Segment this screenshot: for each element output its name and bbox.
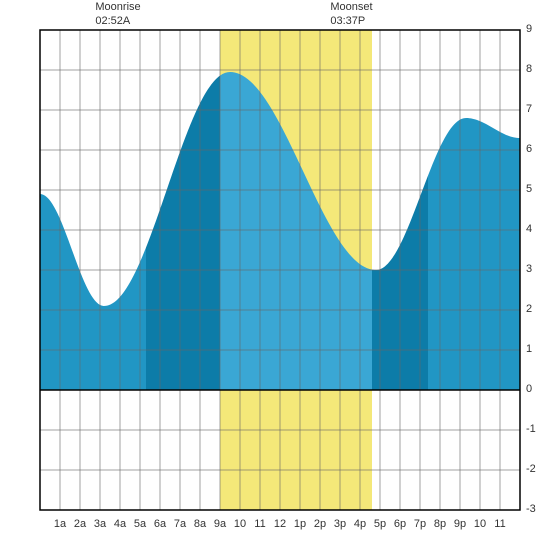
ytick: -3 <box>526 503 536 515</box>
xtick: 6a <box>154 518 166 530</box>
ytick: -1 <box>526 423 536 435</box>
ytick: 8 <box>526 63 532 75</box>
xtick: 4a <box>114 518 126 530</box>
xtick: 10 <box>474 518 486 530</box>
xtick: 3p <box>334 518 346 530</box>
tide-chart: Moonrise 02:52A Moonset 03:37P -3-2-1012… <box>0 0 550 550</box>
xtick: 12 <box>274 518 286 530</box>
xtick: 3a <box>94 518 106 530</box>
ytick: 1 <box>526 343 532 355</box>
ytick: 6 <box>526 143 532 155</box>
xtick: 4p <box>354 518 366 530</box>
ytick: 7 <box>526 103 532 115</box>
tide-band-4 <box>428 118 520 390</box>
xtick: 6p <box>394 518 406 530</box>
xtick: 9a <box>214 518 226 530</box>
moonrise-time: 02:52A <box>95 15 130 27</box>
ytick: 9 <box>526 23 532 35</box>
xtick: 5p <box>374 518 386 530</box>
xtick: 5a <box>134 518 146 530</box>
xtick: 9p <box>454 518 466 530</box>
xtick: 1p <box>294 518 306 530</box>
xtick: 8a <box>194 518 206 530</box>
ytick: 0 <box>526 383 532 395</box>
moonset-label: Moonset 03:37P <box>330 0 372 29</box>
xtick: 8p <box>434 518 446 530</box>
moonrise-title: Moonrise <box>95 1 140 13</box>
xtick: 2p <box>314 518 326 530</box>
moonset-time: 03:37P <box>330 15 365 27</box>
xtick: 2a <box>74 518 86 530</box>
xtick: 7a <box>174 518 186 530</box>
ytick: 3 <box>526 263 532 275</box>
chart-plot <box>0 0 550 550</box>
moonset-title: Moonset <box>330 1 372 13</box>
xtick: 11 <box>254 518 265 530</box>
ytick: 2 <box>526 303 532 315</box>
ytick: 5 <box>526 183 532 195</box>
xtick: 11 <box>494 518 505 530</box>
ytick: -2 <box>526 463 536 475</box>
xtick: 10 <box>234 518 246 530</box>
moonrise-label: Moonrise 02:52A <box>95 0 140 29</box>
xtick: 7p <box>414 518 426 530</box>
xtick: 1a <box>54 518 66 530</box>
ytick: 4 <box>526 223 532 235</box>
